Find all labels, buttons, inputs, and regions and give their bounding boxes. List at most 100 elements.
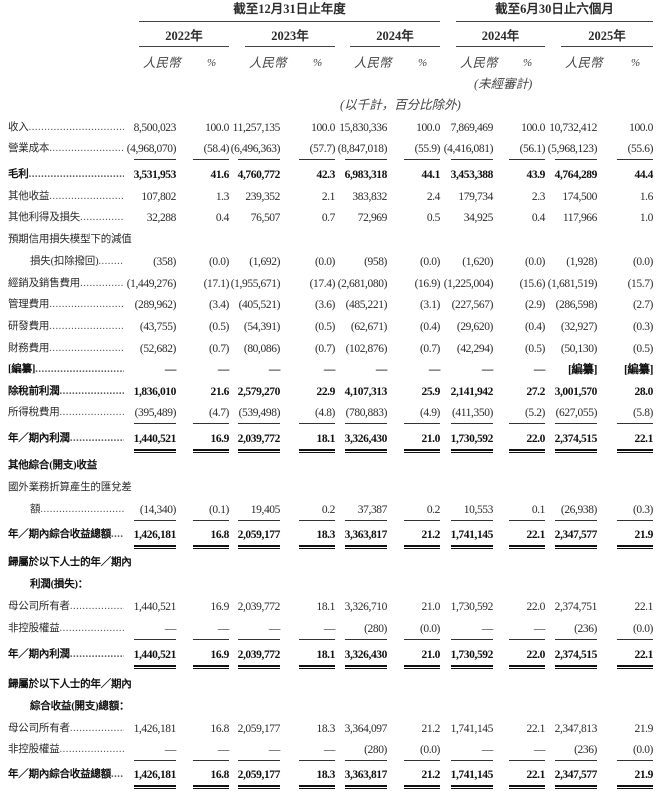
single-underline (617, 423, 653, 425)
amount-cell: (289,962) (134, 299, 177, 311)
year-divider (139, 46, 229, 48)
percent-cell: — (323, 364, 336, 376)
group-header-six-months: 截至6月30日止六個月 (495, 2, 614, 16)
year-header: 2024年 (376, 29, 414, 43)
percent-cell: — (217, 364, 230, 376)
row-label-text: 歸屬於以下人士的年／期內 (8, 679, 132, 690)
row-label-text: 收入 (8, 122, 29, 133)
single-underline (238, 520, 280, 522)
amount-cell: 72,969 (357, 212, 388, 224)
row-label-text: 年／期內利潤 (8, 649, 70, 660)
single-underline (193, 639, 229, 641)
amount-cell: 179,734 (458, 191, 493, 203)
amount-cell: (102,876) (345, 343, 388, 355)
amount-cell: 107,802 (141, 191, 176, 203)
amount-cell: 1,426,181 (133, 723, 177, 735)
percent-cell: 42.3 (316, 169, 335, 181)
amount-cell: (539,498) (238, 407, 281, 419)
percent-cell: 22.0 (526, 433, 545, 445)
row-label-text: 管理費用 (8, 299, 50, 310)
amount-cell: (5,968,123) (547, 143, 598, 155)
percent-cell: — (217, 623, 230, 635)
percent-cell: (0.7) (419, 343, 440, 355)
row-label: 所得稅費用...................................… (8, 405, 124, 421)
single-underline (345, 520, 387, 522)
row-label: 毛利......................................… (8, 167, 124, 183)
percent-cell: 22.0 (526, 601, 545, 613)
percent-cell: (5.8) (632, 407, 653, 419)
single-underline (134, 159, 176, 161)
double-underline (345, 785, 387, 789)
percent-header: % (418, 57, 428, 69)
amount-cell: 2,039,772 (237, 433, 281, 445)
percent-cell: (3.1) (419, 299, 440, 311)
row-label: 除稅前利潤...................................… (8, 384, 124, 400)
percent-cell: (56.1) (519, 143, 546, 155)
single-underline (404, 639, 440, 641)
single-underline (299, 639, 335, 641)
amount-cell: 6,983,318 (344, 169, 388, 181)
row-label-text: 國外業務折算產生的匯兌差 (8, 482, 132, 493)
dot-leader: ........................................ (35, 364, 124, 375)
percent-cell: (0.0) (419, 623, 440, 635)
percent-cell: 21.0 (421, 601, 440, 613)
percent-header: % (523, 57, 533, 69)
amount-cell: (52,682) (139, 343, 176, 355)
percent-header: % (631, 57, 641, 69)
percent-cell: — (533, 744, 546, 756)
percent-cell: 18.1 (316, 601, 335, 613)
percent-cell: 21.0 (421, 649, 440, 661)
double-underline (345, 545, 387, 549)
double-underline (299, 545, 335, 549)
dot-leader: ........................................ (69, 433, 124, 444)
percent-cell: — (533, 623, 546, 635)
single-underline (404, 423, 440, 425)
amount-cell: (286,598) (555, 299, 598, 311)
amount-cell: (485,221) (345, 299, 388, 311)
row-label-text: 財務費用 (8, 343, 50, 354)
percent-cell: 16.9 (210, 601, 229, 613)
percent-cell: 44.4 (634, 169, 653, 181)
single-underline (509, 159, 545, 161)
double-underline (193, 545, 229, 549)
amount-cell: 34,925 (463, 212, 494, 224)
dot-leader: ........................................ (28, 122, 124, 133)
amount-cell: 1,730,592 (450, 649, 494, 661)
percent-cell: (0.5) (632, 343, 653, 355)
amount-cell: 3,363,817 (344, 769, 388, 781)
percent-cell: 0.2 (426, 504, 441, 516)
amount-cell: (2,681,080) (337, 278, 388, 290)
percent-cell: (2.9) (524, 299, 545, 311)
single-underline (345, 159, 387, 161)
dot-leader: ........................................ (49, 299, 124, 310)
amount-cell: (14,340) (139, 504, 176, 516)
row-label: 其他收益....................................… (8, 189, 124, 205)
percent-cell: 0.7 (321, 212, 336, 224)
amount-cell: 1,741,145 (450, 723, 494, 735)
row-label: 非控股權益...................................… (8, 742, 124, 758)
row-label-text: 歸屬於以下人士的年／期內 (8, 557, 132, 568)
percent-cell: 0.5 (426, 212, 441, 224)
row-label: [編纂]....................................… (8, 362, 124, 378)
year-divider (245, 46, 335, 48)
amount-cell: 2,374,515 (554, 433, 598, 445)
row-label-text: 毛利 (8, 169, 29, 180)
percent-cell: 21.6 (210, 386, 229, 398)
percent-cell: 18.3 (316, 529, 335, 541)
double-underline (617, 449, 653, 453)
double-underline (509, 449, 545, 453)
percent-cell: — (323, 623, 336, 635)
single-underline (134, 423, 176, 425)
percent-cell: (4.8) (314, 407, 335, 419)
single-underline (345, 760, 387, 762)
row-label: 利潤(損失)： (30, 577, 88, 593)
row-label: 其他利得及損失.................................… (8, 210, 124, 226)
single-underline (451, 423, 493, 425)
single-underline (299, 760, 335, 762)
amount-cell: 76,507 (250, 212, 281, 224)
single-underline (451, 520, 493, 522)
single-underline (193, 520, 229, 522)
amount-cell: (80,086) (243, 343, 280, 355)
amount-cell: 1,741,145 (450, 529, 494, 541)
row-label: 年／期內利潤..................................… (8, 431, 124, 447)
